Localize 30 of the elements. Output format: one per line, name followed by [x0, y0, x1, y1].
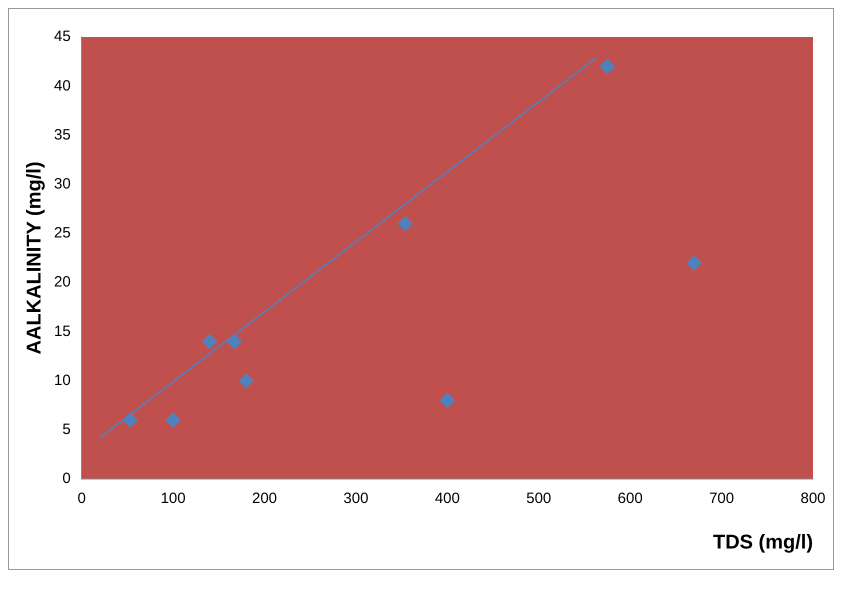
point [166, 412, 181, 428]
y-tick-label: 5 [62, 421, 71, 438]
x-tick-label: 100 [160, 490, 186, 508]
point [600, 58, 615, 74]
point [122, 412, 138, 428]
x-tick-label: 300 [343, 490, 368, 508]
y-tick-label: 40 [54, 77, 71, 94]
x-tick-label: 400 [434, 490, 460, 508]
y-tick-label: 10 [54, 372, 71, 389]
y-tick-label: 30 [54, 175, 71, 192]
point [226, 334, 242, 349]
x-tick-label: 200 [252, 490, 278, 508]
x-tick-label: 600 [618, 490, 643, 508]
y-tick-label: 0 [62, 470, 71, 488]
y-axis-title: AALKALINITY (mg/l) [24, 162, 46, 354]
y-tick-label: 35 [54, 126, 71, 144]
x-axis-title: TDS (mg/l) [713, 532, 813, 554]
y-tick-label: 20 [54, 274, 71, 291]
y-tick-label: 45 [54, 28, 71, 46]
x-tick-label: 0 [78, 490, 86, 508]
y-tick-label: 15 [54, 322, 71, 340]
point [238, 373, 254, 388]
point [686, 255, 702, 270]
x-tick-label: 500 [526, 490, 552, 508]
point [398, 216, 413, 232]
y-tick-label: 25 [54, 224, 71, 242]
point [202, 334, 218, 349]
x-tick-label: 800 [800, 490, 826, 508]
point [440, 392, 455, 408]
x-tick-label: 700 [709, 490, 734, 508]
